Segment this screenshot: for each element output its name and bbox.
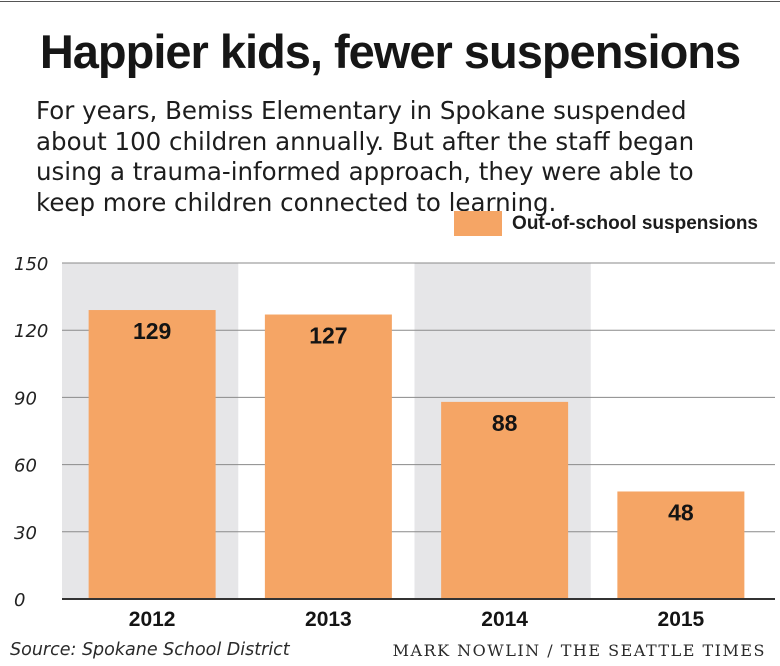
y-tick-label: 30 [14,523,37,544]
data-label: 88 [492,410,518,436]
bar [88,310,216,599]
y-tick-label: 90 [14,388,37,409]
chart-title: Happier kids, fewer suspensions [39,25,741,78]
data-label: 127 [309,323,347,349]
source-note: Source: Spokane School District [10,640,290,660]
x-tick-label: 2012 [129,608,176,631]
x-tick-label: 2014 [481,608,528,631]
y-tick-label: 0 [14,590,25,611]
bar [264,314,392,599]
legend-swatch [454,211,503,236]
top-rule [0,1,780,2]
credit-line: MARK NOWLIN / THE SEATTLE TIMES [392,641,766,660]
y-tick-label: 60 [14,456,37,477]
chart-subtitle: For years, Bemiss Elementary in Spokane … [36,96,695,217]
bar [617,491,745,599]
bar-chart: 0 30 60 90 120 150 129 2012 127 2013 88 2014 48 2015 [14,254,775,631]
data-label: 48 [668,499,694,525]
legend-label: Out-of-school suspensions [512,212,758,234]
data-label: 129 [133,318,171,344]
bar [441,401,569,599]
y-tick-label: 150 [14,254,48,275]
x-tick-label: 2015 [658,608,705,631]
legend: Out-of-school suspensions [454,211,758,236]
x-tick-label: 2013 [305,608,352,631]
y-tick-label: 120 [14,321,48,342]
